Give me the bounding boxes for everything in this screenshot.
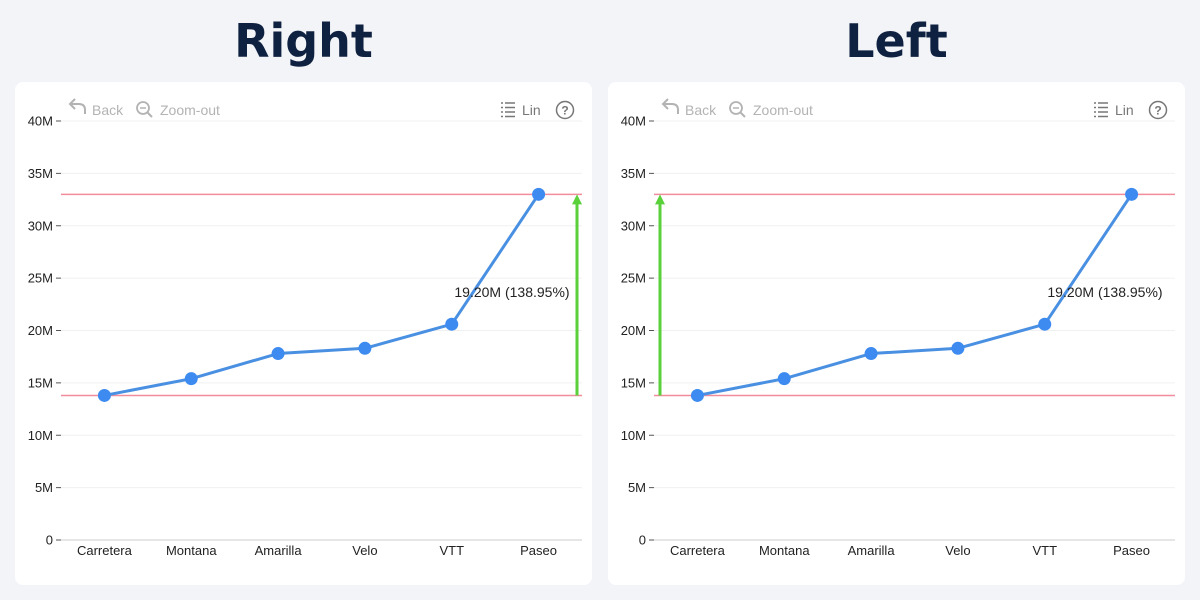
x-tick-label: Montana [166, 543, 217, 558]
y-tick-label: 20M [28, 323, 53, 338]
zoom-out-label: Zoom-out [160, 102, 220, 118]
y-tick-label: 40M [621, 114, 646, 129]
zoom-out-icon [136, 101, 153, 118]
y-tick-label: 0 [639, 533, 646, 548]
series-line [104, 193, 540, 397]
y-tick-label: 10M [28, 428, 53, 443]
chart-svg-right: Back Zoom-out Lin [28, 98, 582, 558]
toolbar: Back Zoom-out Lin [661, 98, 1168, 120]
zoom-out-label: Zoom-out [753, 102, 813, 118]
data-point[interactable] [864, 347, 878, 361]
chart-card-right: Back Zoom-out Lin [15, 82, 592, 585]
data-point[interactable] [358, 341, 372, 355]
y-tick-label: 30M [621, 218, 646, 233]
data-point[interactable] [1125, 187, 1139, 201]
x-tick-label: VTT [439, 543, 464, 558]
list-icon [501, 102, 515, 118]
zoom-out-button[interactable]: Zoom-out [136, 101, 220, 118]
difference-arrowhead [655, 194, 665, 205]
help-button[interactable]: ? [555, 100, 575, 120]
difference-arrowhead [572, 194, 582, 205]
data-point[interactable] [1038, 317, 1052, 331]
y-tick-label: 20M [621, 323, 646, 338]
data-point[interactable] [532, 187, 546, 201]
y-tick-label: 35M [28, 166, 53, 181]
x-tick-label: VTT [1032, 543, 1057, 558]
zoom-out-button[interactable]: Zoom-out [729, 101, 813, 118]
x-tick-label: Carretera [670, 543, 726, 558]
toolbar: Back Zoom-out Lin [68, 98, 575, 120]
difference-annotation: 19.20M (138.95%) [1047, 284, 1162, 300]
x-tick-label: Paseo [520, 543, 557, 558]
y-tick-label: 35M [621, 166, 646, 181]
y-tick-label: 5M [35, 480, 53, 495]
scale-toggle-button[interactable]: Lin [501, 102, 541, 118]
y-tick-label: 40M [28, 114, 53, 129]
x-tick-label: Carretera [77, 543, 133, 558]
list-icon [1094, 102, 1108, 118]
back-button[interactable]: Back [661, 98, 717, 118]
undo-icon [68, 98, 86, 114]
x-tick-label: Montana [759, 543, 810, 558]
x-tick-label: Amarilla [848, 543, 896, 558]
x-tick-label: Velo [352, 543, 377, 558]
data-point[interactable] [97, 388, 111, 402]
help-button[interactable]: ? [1148, 100, 1168, 120]
difference-annotation: 19.20M (138.95%) [454, 284, 569, 300]
help-label: ? [561, 104, 568, 118]
back-label: Back [92, 102, 124, 118]
scale-label: Lin [1115, 102, 1134, 118]
data-point[interactable] [951, 341, 965, 355]
y-tick-label: 5M [628, 480, 646, 495]
y-tick-label: 15M [621, 375, 646, 390]
x-tick-label: Amarilla [255, 543, 303, 558]
undo-icon [661, 98, 679, 114]
scale-toggle-button[interactable]: Lin [1094, 102, 1134, 118]
back-label: Back [685, 102, 717, 118]
y-tick-label: 30M [28, 218, 53, 233]
help-label: ? [1154, 104, 1161, 118]
data-point[interactable] [184, 372, 198, 386]
chart-title-left: Left [845, 14, 948, 68]
y-tick-label: 25M [621, 271, 646, 286]
data-point[interactable] [271, 347, 285, 361]
help-icon [555, 100, 575, 120]
y-tick-label: 25M [28, 271, 53, 286]
back-button[interactable]: Back [68, 98, 124, 118]
data-point[interactable] [777, 372, 791, 386]
chart-card-left: Back Zoom-out Lin [608, 82, 1185, 585]
chart-svg-left: Back Zoom-out Lin [621, 98, 1175, 558]
data-point[interactable] [445, 317, 459, 331]
help-icon [1148, 100, 1168, 120]
series-line [697, 193, 1133, 397]
x-tick-label: Velo [945, 543, 970, 558]
x-tick-label: Paseo [1113, 543, 1150, 558]
y-tick-label: 15M [28, 375, 53, 390]
y-tick-label: 10M [621, 428, 646, 443]
data-point[interactable] [690, 388, 704, 402]
zoom-out-icon [729, 101, 746, 118]
scale-label: Lin [522, 102, 541, 118]
chart-title-right: Right [234, 14, 373, 68]
y-tick-label: 0 [46, 533, 53, 548]
